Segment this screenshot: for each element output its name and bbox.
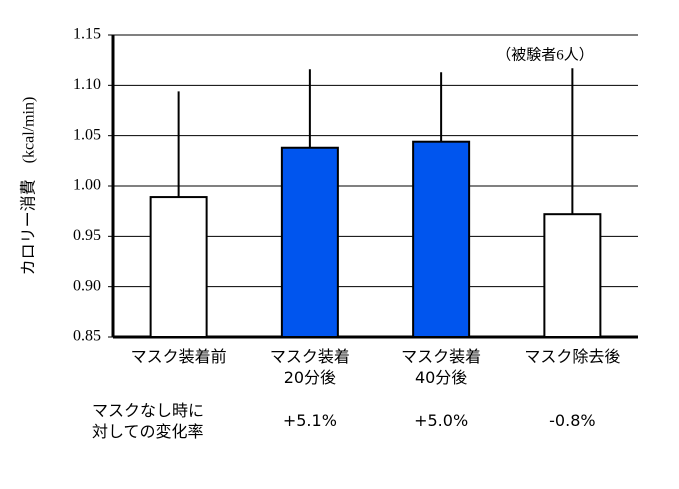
x-tick-label: マスク装着 40分後	[401, 347, 482, 387]
y-tick-label: 1.10	[73, 76, 101, 93]
x-tick-label: マスク装着 20分後	[269, 347, 350, 387]
change-rate: +5.0%	[414, 411, 469, 430]
bar	[149, 196, 208, 338]
y-tick-label: 0.95	[73, 227, 101, 244]
change-rate: +5.1%	[282, 411, 337, 430]
y-tick-label: 1.00	[73, 177, 101, 194]
y-tick-label: 0.90	[73, 277, 101, 294]
bar	[543, 213, 602, 338]
y-tick-label: 0.85	[73, 328, 101, 345]
x-tick-label: マスク装着前	[130, 347, 227, 366]
y-tick-label: 1.05	[73, 126, 101, 143]
y-tick-label: 1.15	[73, 26, 101, 43]
annotation: （被験者6人）	[496, 46, 594, 63]
change-rate: -0.8%	[549, 411, 596, 430]
y-axis-label: カロリー消費 (kcal/min)	[20, 97, 38, 276]
bar	[280, 146, 339, 338]
change-label: マスクなし時に 対しての変化率	[92, 401, 205, 441]
x-tick-label: マスク除去後	[524, 347, 621, 366]
bar	[412, 140, 471, 338]
